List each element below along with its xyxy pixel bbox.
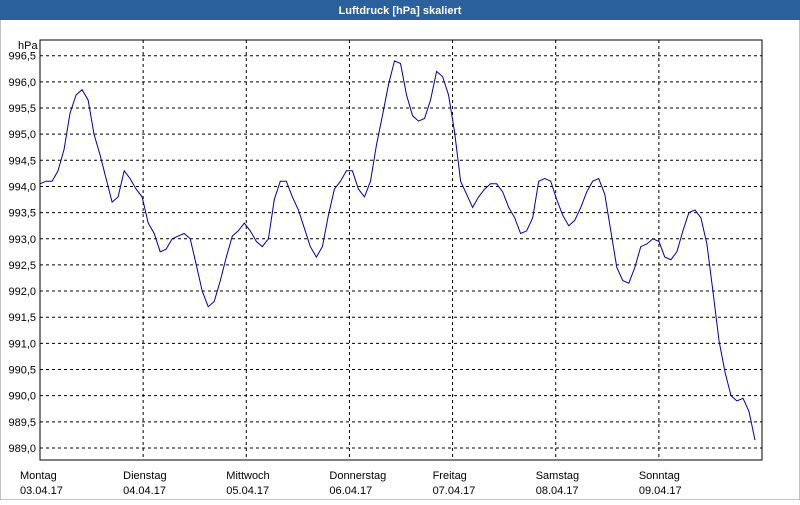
x-tick-date: 04.04.17 bbox=[123, 485, 166, 497]
x-tick-label: Montag bbox=[20, 470, 57, 482]
y-tick-label: 992,0 bbox=[8, 286, 36, 298]
y-tick-label: 993,5 bbox=[8, 208, 36, 220]
y-tick-label: 996,5 bbox=[8, 51, 36, 63]
x-tick-date: 06.04.17 bbox=[329, 485, 372, 497]
y-tick-label: 994,5 bbox=[8, 155, 36, 167]
x-tick-date: 07.04.17 bbox=[433, 485, 476, 497]
x-tick-label: Samstag bbox=[536, 470, 579, 482]
y-tick-label: 995,5 bbox=[8, 103, 36, 115]
y-tick-label: 996,0 bbox=[8, 77, 36, 89]
x-tick-label: Sonntag bbox=[639, 470, 680, 482]
x-tick-date: 09.04.17 bbox=[639, 485, 682, 497]
y-tick-label: 990,0 bbox=[8, 391, 36, 403]
y-tick-label: 992,5 bbox=[8, 260, 36, 272]
x-tick-label: Mittwoch bbox=[226, 470, 269, 482]
y-tick-label: 991,0 bbox=[8, 338, 36, 350]
title-bar bbox=[0, 0, 800, 20]
y-tick-label: 989,0 bbox=[8, 443, 36, 455]
y-tick-label: 991,5 bbox=[8, 312, 36, 324]
x-tick-label: Dienstag bbox=[123, 470, 166, 482]
data-line bbox=[39, 60, 756, 441]
chart-title: Luftdruck [hPa] skaliert bbox=[339, 5, 462, 17]
y-tick-label: 993,0 bbox=[8, 234, 36, 246]
y-tick-label: 989,5 bbox=[8, 417, 36, 429]
x-tick-label: Donnerstag bbox=[329, 470, 386, 482]
x-tick-date: 08.04.17 bbox=[536, 485, 579, 497]
x-tick-date: 03.04.17 bbox=[20, 485, 63, 497]
y-axis-label: hPa bbox=[18, 40, 38, 52]
y-tick-label: 994,0 bbox=[8, 181, 36, 193]
x-tick-date: 05.04.17 bbox=[226, 485, 269, 497]
x-tick-label: Freitag bbox=[433, 470, 467, 482]
y-tick-label: 990,5 bbox=[8, 365, 36, 377]
y-tick-label: 995,0 bbox=[8, 129, 36, 141]
